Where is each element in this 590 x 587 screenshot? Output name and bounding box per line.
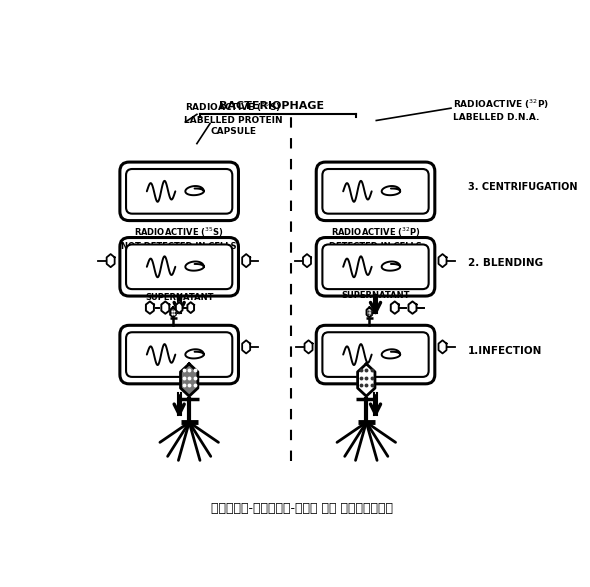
- Polygon shape: [161, 302, 169, 314]
- FancyBboxPatch shape: [316, 238, 435, 296]
- Text: 2. BLENDING: 2. BLENDING: [468, 258, 543, 268]
- Polygon shape: [181, 364, 198, 396]
- Text: 1.INFECTION: 1.INFECTION: [468, 346, 542, 356]
- FancyBboxPatch shape: [126, 244, 232, 289]
- Text: RADIOACTIVE ($^{35}$S)
DETECTED IN
SUPERNATANT: RADIOACTIVE ($^{35}$S) DETECTED IN SUPER…: [135, 266, 224, 302]
- FancyBboxPatch shape: [322, 169, 429, 214]
- FancyBboxPatch shape: [322, 244, 429, 289]
- Polygon shape: [438, 340, 447, 353]
- Text: 3. CENTRIFUGATION: 3. CENTRIFUGATION: [468, 183, 578, 193]
- Polygon shape: [188, 302, 194, 313]
- Text: +: +: [370, 251, 381, 264]
- Polygon shape: [408, 302, 417, 314]
- FancyBboxPatch shape: [120, 325, 238, 384]
- FancyBboxPatch shape: [126, 332, 232, 377]
- FancyBboxPatch shape: [120, 238, 238, 296]
- Polygon shape: [146, 302, 154, 314]
- Polygon shape: [242, 254, 250, 267]
- Polygon shape: [303, 254, 311, 267]
- Text: RADIOACTIVE ($^{35}$S)
NOT DETECTED IN CELLS: RADIOACTIVE ($^{35}$S) NOT DETECTED IN C…: [122, 226, 237, 251]
- Text: BACTERIOPHAGE: BACTERIOPHAGE: [219, 101, 324, 111]
- FancyBboxPatch shape: [322, 332, 429, 377]
- Polygon shape: [176, 302, 182, 313]
- Text: चित्र-हर्षे-चेज का प्रयोग।: चित्र-हर्षे-चेज का प्रयोग।: [211, 502, 394, 515]
- Polygon shape: [366, 307, 372, 318]
- Polygon shape: [358, 364, 375, 396]
- FancyBboxPatch shape: [316, 325, 435, 384]
- Text: +: +: [174, 251, 185, 264]
- Polygon shape: [242, 340, 250, 353]
- Text: RADIOACTIVE ($^{32}$P)
LABELLED D.N.A.: RADIOACTIVE ($^{32}$P) LABELLED D.N.A.: [453, 97, 549, 122]
- Polygon shape: [107, 254, 114, 267]
- Text: RADIOACTIVE ($^{35}$S)
LABELLED PROTEIN
CAPSULE: RADIOACTIVE ($^{35}$S) LABELLED PROTEIN …: [183, 100, 283, 136]
- Polygon shape: [438, 254, 447, 267]
- Text: NO RADIOACTIVITY
DETECTED IN
SUPERNATANT: NO RADIOACTIVITY DETECTED IN SUPERNATANT: [331, 269, 420, 300]
- Polygon shape: [391, 302, 399, 314]
- Polygon shape: [170, 307, 176, 318]
- Polygon shape: [304, 340, 313, 353]
- FancyBboxPatch shape: [120, 162, 238, 221]
- Text: RADIOACTIVE ($^{32}$P)
DETECTED IN CELLS: RADIOACTIVE ($^{32}$P) DETECTED IN CELLS: [329, 226, 422, 251]
- FancyBboxPatch shape: [126, 169, 232, 214]
- FancyBboxPatch shape: [316, 162, 435, 221]
